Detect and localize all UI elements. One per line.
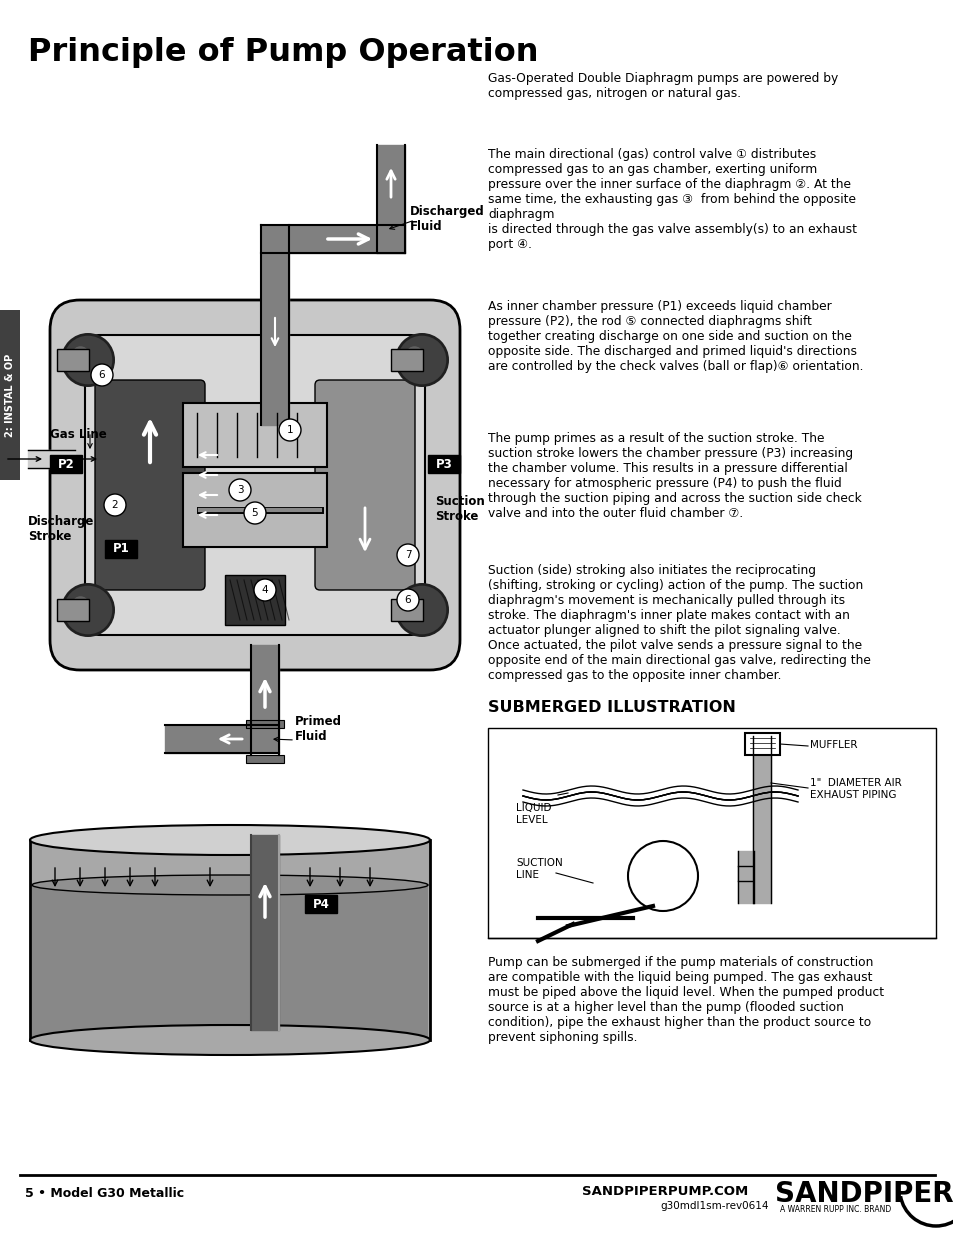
Text: Primed
Fluid: Primed Fluid bbox=[294, 715, 341, 743]
Bar bbox=[744, 734, 780, 755]
Text: SANDPIPERPUMP.COM: SANDPIPERPUMP.COM bbox=[581, 1186, 747, 1198]
Bar bbox=[305, 895, 336, 913]
Text: P3: P3 bbox=[436, 457, 452, 471]
Text: P4: P4 bbox=[313, 898, 329, 910]
Text: g30mdl1sm-rev0614: g30mdl1sm-rev0614 bbox=[659, 1200, 768, 1212]
Ellipse shape bbox=[30, 1025, 430, 1055]
FancyBboxPatch shape bbox=[50, 300, 459, 671]
Ellipse shape bbox=[407, 346, 421, 358]
Text: 2: INSTAL & OP: 2: INSTAL & OP bbox=[5, 353, 15, 437]
Text: Suction
Stroke: Suction Stroke bbox=[435, 495, 484, 522]
Text: LIQUID
LEVEL: LIQUID LEVEL bbox=[516, 803, 551, 825]
Text: 5: 5 bbox=[252, 508, 258, 517]
FancyBboxPatch shape bbox=[183, 473, 327, 547]
FancyBboxPatch shape bbox=[183, 403, 327, 467]
Text: P1: P1 bbox=[112, 542, 130, 556]
Text: Principle of Pump Operation: Principle of Pump Operation bbox=[28, 37, 537, 68]
Ellipse shape bbox=[61, 583, 115, 637]
Bar bbox=[488, 727, 935, 939]
Bar bbox=[105, 540, 137, 558]
Ellipse shape bbox=[32, 876, 428, 895]
Circle shape bbox=[627, 841, 698, 911]
Text: Gas Line: Gas Line bbox=[50, 429, 107, 441]
Bar bbox=[32, 885, 428, 1037]
Ellipse shape bbox=[407, 597, 421, 609]
Text: 2: 2 bbox=[112, 500, 118, 510]
Circle shape bbox=[396, 543, 418, 566]
Text: The main directional (gas) control valve ① distributes
compressed gas to an gas : The main directional (gas) control valve… bbox=[488, 148, 856, 251]
Text: Gas-Operated Double Diaphragm pumps are powered by
compressed gas, nitrogen or n: Gas-Operated Double Diaphragm pumps are … bbox=[488, 72, 838, 100]
Ellipse shape bbox=[396, 585, 447, 635]
Ellipse shape bbox=[63, 585, 112, 635]
FancyBboxPatch shape bbox=[95, 380, 205, 590]
Ellipse shape bbox=[395, 583, 449, 637]
Circle shape bbox=[396, 589, 418, 611]
Circle shape bbox=[278, 419, 301, 441]
Text: Pump can be submerged if the pump materials of construction
are compatible with : Pump can be submerged if the pump materi… bbox=[488, 956, 883, 1044]
Text: A WARREN RUPP INC. BRAND: A WARREN RUPP INC. BRAND bbox=[780, 1205, 890, 1214]
Text: 3: 3 bbox=[236, 485, 243, 495]
Text: P2: P2 bbox=[57, 457, 74, 471]
FancyBboxPatch shape bbox=[57, 350, 89, 370]
Text: The pump primes as a result of the suction stroke. The
suction stroke lowers the: The pump primes as a result of the sucti… bbox=[488, 432, 861, 520]
Circle shape bbox=[104, 494, 126, 516]
Bar bbox=[428, 454, 459, 473]
Text: Discharged
Fluid: Discharged Fluid bbox=[410, 205, 484, 233]
Text: As inner chamber pressure (P1) exceeds liquid chamber
pressure (P2), the rod ⑤ c: As inner chamber pressure (P1) exceeds l… bbox=[488, 300, 862, 373]
Bar bbox=[30, 840, 430, 1040]
FancyBboxPatch shape bbox=[314, 380, 415, 590]
Text: SUCTION
LINE: SUCTION LINE bbox=[516, 858, 562, 879]
Ellipse shape bbox=[396, 335, 447, 385]
Ellipse shape bbox=[30, 825, 430, 855]
Ellipse shape bbox=[73, 597, 88, 609]
Bar bbox=[50, 454, 82, 473]
Ellipse shape bbox=[73, 346, 88, 358]
FancyBboxPatch shape bbox=[391, 599, 422, 621]
Bar bbox=[0, 310, 20, 480]
Text: Discharge
Stroke: Discharge Stroke bbox=[28, 515, 94, 543]
Text: SANDPIPER: SANDPIPER bbox=[774, 1179, 953, 1208]
FancyBboxPatch shape bbox=[391, 350, 422, 370]
Text: 1: 1 bbox=[287, 425, 293, 435]
Bar bbox=[246, 755, 284, 763]
Ellipse shape bbox=[63, 335, 112, 385]
Ellipse shape bbox=[61, 333, 115, 387]
Text: 7: 7 bbox=[404, 550, 411, 559]
Bar bbox=[225, 576, 285, 625]
Text: 6: 6 bbox=[98, 370, 105, 380]
Circle shape bbox=[229, 479, 251, 501]
Text: 5 • Model G30 Metallic: 5 • Model G30 Metallic bbox=[25, 1187, 184, 1200]
Circle shape bbox=[253, 579, 275, 601]
Text: Suction (side) stroking also initiates the reciprocating
(shifting, stroking or : Suction (side) stroking also initiates t… bbox=[488, 564, 870, 682]
Bar bbox=[246, 720, 284, 727]
Text: 1"  DIAMETER AIR
EXHAUST PIPING: 1" DIAMETER AIR EXHAUST PIPING bbox=[809, 778, 901, 799]
Ellipse shape bbox=[395, 333, 449, 387]
FancyBboxPatch shape bbox=[57, 599, 89, 621]
FancyBboxPatch shape bbox=[85, 335, 424, 635]
Circle shape bbox=[244, 501, 266, 524]
Text: 6: 6 bbox=[404, 595, 411, 605]
Text: 4: 4 bbox=[261, 585, 268, 595]
Text: SUBMERGED ILLUSTRATION: SUBMERGED ILLUSTRATION bbox=[488, 700, 735, 715]
Text: MUFFLER: MUFFLER bbox=[809, 740, 857, 750]
Circle shape bbox=[91, 364, 112, 387]
